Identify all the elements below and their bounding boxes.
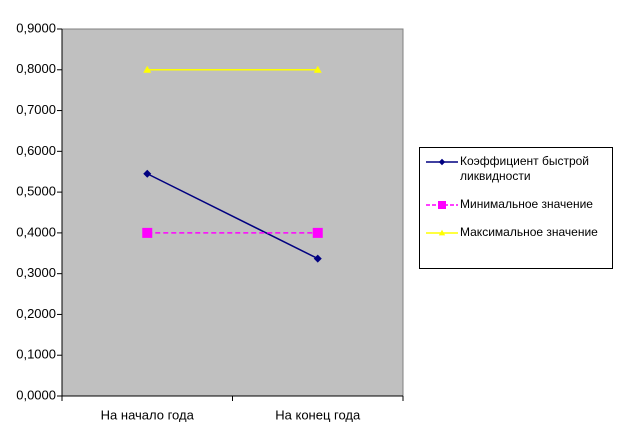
- marker: [312, 227, 323, 238]
- plot-area: [61, 28, 404, 397]
- marker: [143, 169, 152, 178]
- y-tick-label: 0,3000: [16, 265, 56, 280]
- y-tick-label: 0,5000: [16, 184, 56, 199]
- legend-label: Минимальное значение: [460, 197, 593, 211]
- legend: Коэффициент быстрой ликвидности Минимальн…: [419, 147, 613, 269]
- x-tick-label: На начало года: [101, 407, 195, 422]
- legend-swatch: [426, 229, 458, 236]
- y-tick-label: 0,0000: [16, 387, 56, 402]
- y-tick-label: 0,8000: [16, 61, 56, 76]
- legend-entry: Максимальное значение: [424, 225, 608, 240]
- y-tick-label: 0,9000: [16, 20, 56, 35]
- legend-entry: Минимальное значение: [424, 197, 608, 212]
- marker: [438, 201, 446, 209]
- marker: [438, 158, 446, 166]
- y-tick-label: 0,2000: [16, 306, 56, 321]
- legend-entry: Коэффициент быстрой ликвидности: [424, 154, 608, 184]
- marker: [313, 65, 322, 73]
- y-tick-label: 0,1000: [16, 347, 56, 362]
- x-tick-label: На конец года: [275, 407, 361, 422]
- y-tick-label: 0,6000: [16, 143, 56, 158]
- marker: [143, 65, 152, 73]
- marker: [142, 227, 153, 238]
- y-tick-label: 0,4000: [16, 224, 56, 239]
- legend-label: Коэффициент быстрой ликвидности: [460, 154, 589, 183]
- legend-label: Максимальное значение: [460, 225, 598, 239]
- marker: [313, 254, 322, 263]
- legend-swatch: [426, 158, 458, 166]
- y-tick-label: 0,7000: [16, 102, 56, 117]
- marker: [438, 229, 446, 236]
- legend-swatch: [426, 201, 458, 209]
- series-line: [146, 173, 319, 260]
